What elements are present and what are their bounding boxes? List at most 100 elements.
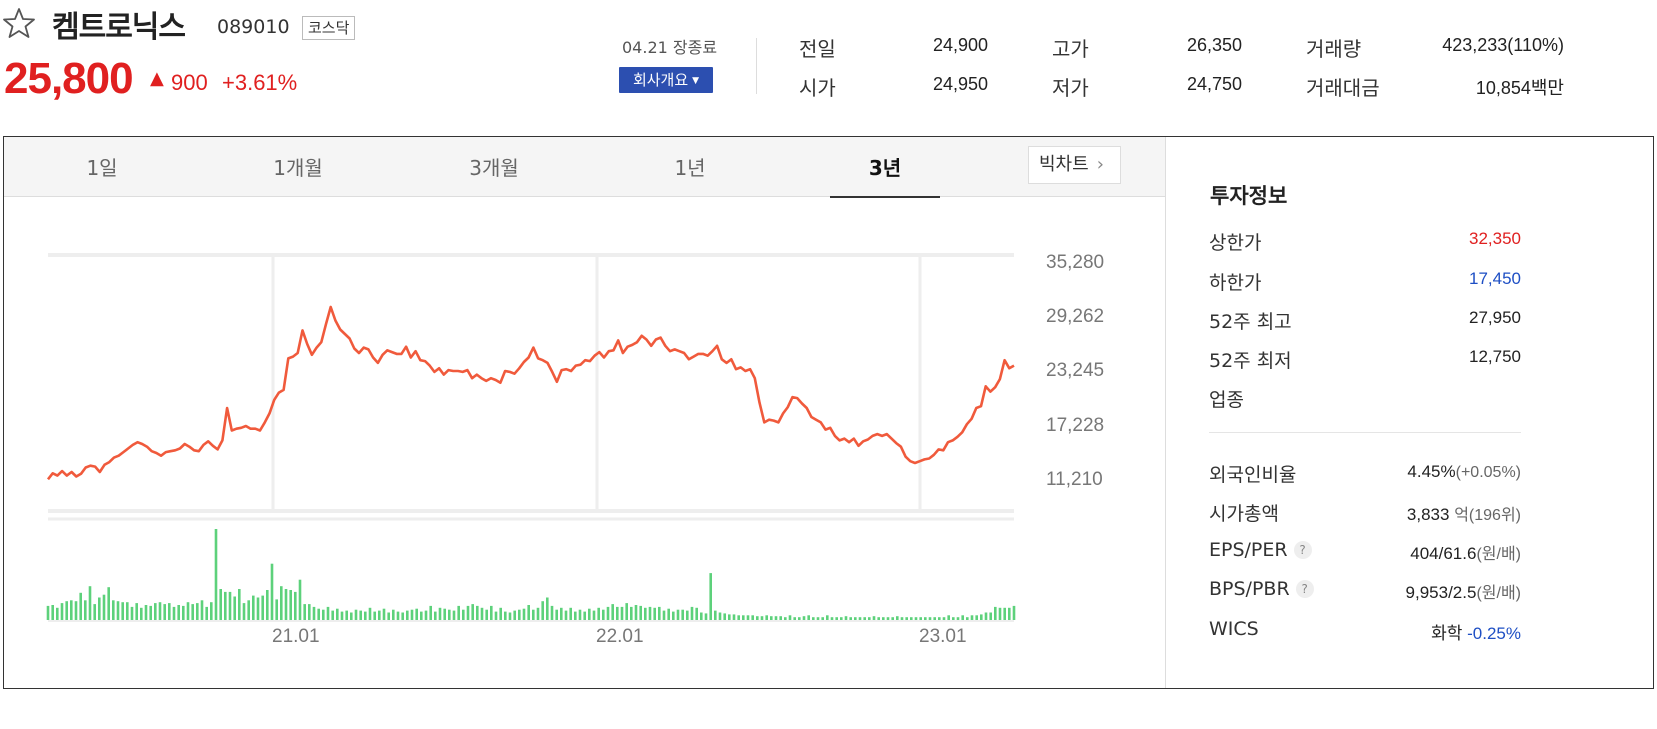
- quote-value-high: 26,350: [1186, 35, 1242, 55]
- volume-bar: [1008, 607, 1011, 620]
- company-overview-button[interactable]: 회사개요 ▼: [619, 67, 713, 93]
- favorite-star-icon[interactable]: [2, 6, 36, 40]
- volume-bar: [723, 613, 726, 620]
- invest-value-lower-limit: 17,450: [1469, 269, 1521, 288]
- volume-bar: [578, 609, 582, 620]
- volume-bar: [555, 609, 558, 620]
- volume-bar: [168, 603, 171, 620]
- volume-bar: [256, 597, 260, 620]
- volume-bar: [863, 617, 866, 620]
- volume-bar: [280, 586, 283, 620]
- volume-bar: [74, 601, 78, 620]
- volume-bar: [121, 602, 124, 620]
- volume-bar: [490, 605, 493, 620]
- volume-bar: [452, 610, 456, 620]
- volume-bar: [149, 605, 152, 620]
- y-tick-label: 17,228: [1046, 415, 1105, 436]
- header-divider: [756, 38, 757, 94]
- volume-bar: [340, 611, 344, 620]
- volume-bar: [350, 612, 353, 620]
- volume-bar: [616, 606, 619, 620]
- volume-bar: [387, 612, 390, 620]
- volume-bar: [135, 603, 138, 620]
- bps-pbr-value: 9,953/2.5: [1405, 583, 1477, 602]
- volume-bar: [252, 595, 255, 620]
- volume-bar: [835, 617, 838, 620]
- y-tick-label: 35,280: [1046, 252, 1105, 273]
- volume-bar: [46, 605, 50, 620]
- invest-value-52w-high: 27,950: [1469, 308, 1521, 327]
- volume-bar: [345, 610, 348, 620]
- volume-bar: [200, 600, 204, 620]
- x-tick-label: 23.01: [919, 626, 967, 647]
- volume-bar: [541, 601, 544, 620]
- volume-bar: [574, 611, 577, 620]
- volume-bar: [681, 609, 684, 620]
- quote-label-volume: 거래량: [1306, 37, 1362, 61]
- volume-bar: [658, 606, 661, 620]
- volume-bar: [644, 607, 647, 620]
- quote-label-low: 저가: [1052, 76, 1089, 100]
- volume-bar: [980, 614, 983, 620]
- volume-bar: [662, 610, 666, 620]
- price-line: [46, 305, 1015, 481]
- wics-sector-change: -0.25%: [1467, 624, 1521, 643]
- help-question-icon[interactable]: ?: [1295, 580, 1314, 598]
- volume-bar: [275, 599, 278, 620]
- volume-bar: [527, 605, 530, 620]
- volume-bar: [910, 617, 913, 620]
- quote-label-open: 시가: [799, 76, 836, 100]
- volume-bar: [742, 615, 745, 620]
- volume-bar: [354, 609, 358, 620]
- volume-bar: [79, 592, 82, 620]
- invest-label-sector: 업종: [1209, 389, 1244, 411]
- tab-3year[interactable]: 3년: [868, 156, 902, 180]
- volume-bar: [877, 617, 880, 620]
- market-date-status: 04.21 장종료: [622, 38, 718, 57]
- volume-bar: [410, 609, 414, 620]
- volume-bar: [732, 614, 736, 620]
- volume-bar: [569, 607, 572, 620]
- volume-bar: [429, 605, 432, 620]
- volume-bar: [924, 617, 927, 620]
- volume-bar: [1012, 605, 1016, 620]
- tab-1day[interactable]: 1일: [86, 156, 118, 180]
- volume-bar: [56, 607, 59, 620]
- volume-bar: [588, 608, 591, 620]
- volume-bar: [816, 617, 820, 620]
- volume-bar: [625, 603, 628, 620]
- bigchart-button[interactable]: 빅차트 ›: [1028, 146, 1121, 184]
- volume-bar: [765, 615, 768, 620]
- invest-label-foreign-ratio: 외국인비율: [1209, 464, 1297, 486]
- volume-bar: [602, 609, 605, 620]
- bigchart-label: 빅차트: [1039, 154, 1089, 175]
- tab-3month[interactable]: 3개월: [469, 156, 519, 180]
- volume-bar: [634, 605, 638, 620]
- volume-bar: [485, 609, 488, 620]
- stock-name: 켐트로닉스: [52, 10, 186, 45]
- tab-1month[interactable]: 1개월: [273, 156, 323, 180]
- quote-value-low: 24,750: [1186, 74, 1242, 94]
- period-tab-bar: [4, 137, 1165, 197]
- tab-1year[interactable]: 1년: [674, 156, 706, 180]
- volume-bar: [756, 616, 759, 620]
- invest-label-market-cap: 시가총액: [1209, 503, 1279, 525]
- volume-bar: [942, 617, 946, 620]
- bps-pbr-label: BPS/PBR: [1209, 578, 1290, 600]
- volume-bar: [900, 617, 904, 620]
- quote-label-high: 고가: [1052, 37, 1089, 61]
- volume-bar: [770, 616, 773, 620]
- chevron-right-icon: ›: [1096, 154, 1104, 175]
- volume-bar: [93, 604, 96, 620]
- volume-bar: [499, 607, 502, 620]
- volume-bar: [597, 607, 600, 620]
- volume-bar: [886, 617, 890, 620]
- wics-sector-link[interactable]: 화학: [1431, 624, 1463, 643]
- volume-bar: [504, 611, 507, 620]
- volume-bar: [905, 617, 908, 620]
- volume-bar: [233, 596, 236, 620]
- volume-bar: [424, 610, 428, 620]
- help-question-icon[interactable]: ?: [1293, 541, 1312, 559]
- volume-bar: [854, 617, 857, 620]
- volume-bar: [961, 615, 964, 620]
